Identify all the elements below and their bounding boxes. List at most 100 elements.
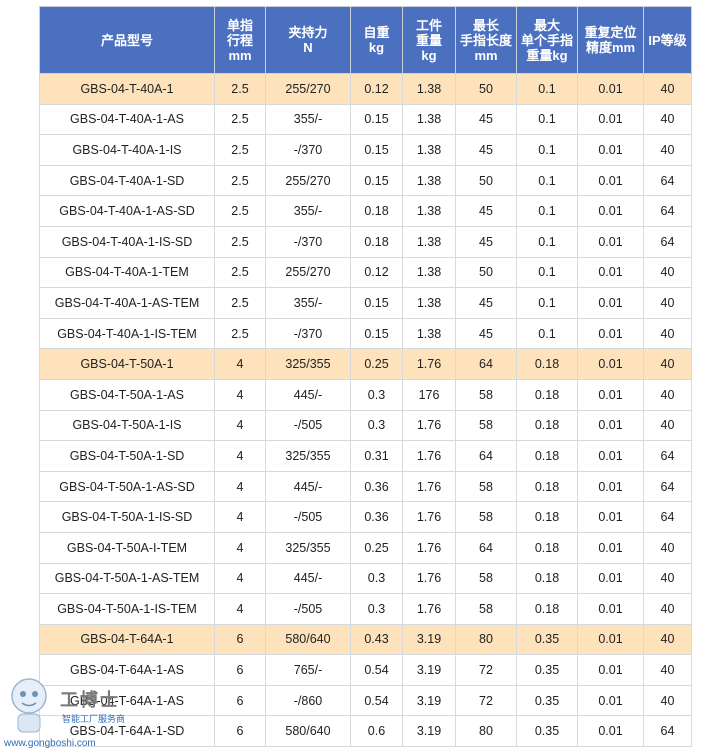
spec-cell: 0.18 — [516, 348, 578, 380]
mascot-icon — [11, 678, 47, 733]
spec-cell: 1.76 — [402, 440, 456, 472]
column-header-line: 重复定位 — [584, 25, 637, 40]
spec-cell: -/505 — [265, 593, 351, 625]
spec-cell: 0.18 — [516, 531, 578, 564]
spec-cell: 4 — [214, 470, 266, 503]
spec-cell: 40 — [643, 684, 692, 717]
spec-cell: 40 — [643, 562, 692, 595]
spec-cell: 40 — [643, 593, 692, 625]
column-header-line: mm — [474, 47, 498, 63]
spec-cell: 0.18 — [516, 562, 578, 595]
table-row: GBS-04-T-64A-1-SD 6 580/640 0.6 3.19 80 0.35 0.… — [39, 715, 692, 748]
spec-cell: 325/355 — [265, 531, 351, 564]
spec-cell: -/505 — [265, 501, 351, 533]
spec-cell: 0.18 — [516, 470, 578, 503]
spec-cell: 0.01 — [577, 317, 644, 350]
spec-cell: 0.01 — [577, 378, 644, 411]
model-cell: GBS-04-T-64A-1 — [39, 623, 215, 656]
model-cell: GBS-04-T-50A-1-IS-SD — [39, 501, 215, 533]
spec-cell: 0.35 — [516, 623, 578, 656]
spec-cell: 40 — [643, 348, 692, 380]
spec-cell: 0.3 — [350, 562, 403, 595]
spec-cell: 58 — [455, 409, 517, 442]
spec-cell: 45 — [455, 134, 517, 166]
table-row: GBS-04-T-40A-1 2.5 255/270 0.12 1.38 50 0.1 0.0… — [39, 73, 692, 105]
model-cell: GBS-04-T-40A-1 — [39, 73, 215, 105]
model-cell: GBS-04-T-50A-1-AS-TEM — [39, 562, 215, 595]
table-row: GBS-04-T-50A-1-AS 4 445/- 0.3 176 58 0.18 0.01 4… — [39, 378, 692, 411]
column-header-line: N — [303, 40, 313, 55]
spec-cell: 0.01 — [577, 562, 644, 595]
column-header-line: 最大 — [533, 17, 560, 33]
model-cell: GBS-04-T-50A-I-TEM — [39, 531, 215, 564]
spec-cell: 176 — [402, 378, 456, 411]
spec-cell: 0.6 — [350, 715, 403, 748]
column-header-line: 重量 — [415, 32, 442, 48]
spec-cell: 1.38 — [402, 287, 456, 319]
spec-cell: 0.18 — [516, 378, 578, 411]
spec-cell: 0.15 — [350, 164, 403, 197]
spec-cell: 6 — [214, 654, 266, 686]
spec-cell: -/370 — [265, 225, 351, 258]
column-header-line: 精度mm — [585, 40, 636, 55]
model-cell: GBS-04-T-40A-1-IS-SD — [39, 225, 215, 258]
spec-cell: 4 — [214, 409, 266, 442]
spec-cell: 0.01 — [577, 684, 644, 717]
table-row: GBS-04-T-50A-1-IS-TEM 4 -/505 0.3 1.76 58 0.18… — [39, 593, 692, 625]
spec-cell: 0.1 — [516, 134, 578, 166]
table-row: GBS-04-T-40A-1-AS-SD 2.5 355/- 0.18 1.38 45 0.… — [39, 195, 692, 227]
spec-cell: 0.3 — [350, 593, 403, 625]
spec-cell: 2.5 — [214, 317, 266, 350]
spec-cell: 40 — [643, 317, 692, 350]
table-row: GBS-04-T-40A-1-AS-TEM 2.5 355/- 0.15 1.38 45 0… — [39, 287, 692, 319]
model-cell: GBS-04-T-50A-1-IS — [39, 409, 215, 442]
spec-cell: 580/640 — [265, 623, 351, 656]
spec-cell: 45 — [455, 195, 517, 227]
spec-cell: 0.01 — [577, 164, 644, 197]
spec-cell: 64 — [643, 470, 692, 503]
spec-cell: 72 — [455, 654, 517, 686]
spec-cell: 0.1 — [516, 317, 578, 350]
spec-cell: 0.15 — [350, 287, 403, 319]
column-header: 夹持力 N — [265, 6, 351, 74]
spec-cell: 445/- — [265, 378, 351, 411]
spec-cell: 3.19 — [402, 684, 456, 717]
model-cell: GBS-04-T-64A-1-AS — [39, 654, 215, 686]
spec-cell: 445/- — [265, 470, 351, 503]
column-header: 最长 手指长度 mm — [455, 6, 517, 74]
spec-cell: -/370 — [265, 134, 351, 166]
column-header-line: 夹持力 — [288, 25, 328, 40]
column-header-line: 最长 — [472, 17, 499, 33]
table-header-row: 产品型号 单指 行程 mm 夹持力 N 自重 kg 工件 重量 kg 最长 手指长度 mm 最大 单个手指 重量… — [39, 6, 692, 74]
column-header: 工件 重量 kg — [402, 6, 456, 74]
spec-cell: 2.5 — [214, 73, 266, 105]
spec-cell: 0.18 — [516, 593, 578, 625]
spec-cell: 0.01 — [577, 73, 644, 105]
spec-cell: 40 — [643, 134, 692, 166]
spec-cell: 40 — [643, 531, 692, 564]
spec-cell: -/505 — [265, 409, 351, 442]
spec-cell: 0.31 — [350, 440, 403, 472]
spec-cell: 0.18 — [516, 409, 578, 442]
spec-cell: 72 — [455, 684, 517, 717]
table-row: GBS-04-T-40A-1-SD 2.5 255/270 0.15 1.38 50 0.1… — [39, 164, 692, 197]
spec-cell: 580/640 — [265, 715, 351, 748]
column-header-line: 行程 — [226, 32, 253, 48]
spec-cell: 1.76 — [402, 562, 456, 595]
table-row: GBS-04-T-50A-1-AS-SD 4 445/- 0.36 1.76 58 0.18… — [39, 470, 692, 503]
spec-cell: 4 — [214, 440, 266, 472]
spec-cell: 0.1 — [516, 103, 578, 136]
spec-cell: 0.01 — [577, 623, 644, 656]
column-header-line: 手指长度 — [459, 32, 512, 48]
spec-cell: 4 — [214, 531, 266, 564]
spec-cell: 0.15 — [350, 103, 403, 136]
spec-cell: 355/- — [265, 287, 351, 319]
spec-cell: 0.01 — [577, 470, 644, 503]
column-header-line: 自重 — [363, 25, 390, 40]
spec-cell: -/860 — [265, 684, 351, 717]
model-cell: GBS-04-T-50A-1 — [39, 348, 215, 380]
model-cell: GBS-04-T-50A-1-SD — [39, 440, 215, 472]
spec-cell: 50 — [455, 164, 517, 197]
spec-cell: 45 — [455, 225, 517, 258]
spec-cell: 2.5 — [214, 134, 266, 166]
